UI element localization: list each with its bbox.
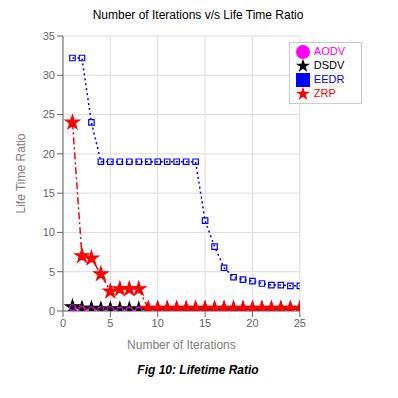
svg-text:5: 5 bbox=[49, 266, 55, 278]
svg-text:Life Time Ratio: Life Time Ratio bbox=[14, 133, 28, 213]
svg-text:35: 35 bbox=[43, 30, 55, 42]
svg-text:0: 0 bbox=[49, 305, 55, 317]
svg-text:25: 25 bbox=[43, 108, 55, 120]
svg-text:Number of Iterations: Number of Iterations bbox=[127, 338, 236, 352]
html-text:AODV: AODV bbox=[313, 45, 345, 57]
html-text:Fig 10: Lifetime Ratio: Fig 10: Lifetime Ratio bbox=[137, 363, 259, 377]
html-text:EEDR: EEDR bbox=[313, 73, 345, 86]
svg-text:0: 0 bbox=[60, 317, 66, 329]
svg-text:10: 10 bbox=[43, 226, 55, 238]
html-text:ZRP: ZRP bbox=[313, 87, 336, 100]
svg-text:25: 25 bbox=[294, 317, 306, 329]
svg-text:20: 20 bbox=[43, 148, 55, 160]
svg-text:5: 5 bbox=[107, 317, 113, 329]
svg-text:15: 15 bbox=[199, 317, 211, 329]
svg-text:15: 15 bbox=[43, 187, 55, 199]
svg-text:20: 20 bbox=[246, 317, 258, 329]
svg-text:10: 10 bbox=[152, 317, 164, 329]
svg-text:30: 30 bbox=[43, 69, 55, 81]
html-text:Number of Iterations v/s Life: Number of Iterations v/s Life Time Ratio bbox=[92, 8, 304, 22]
html-text:DSDV: DSDV bbox=[313, 59, 345, 72]
